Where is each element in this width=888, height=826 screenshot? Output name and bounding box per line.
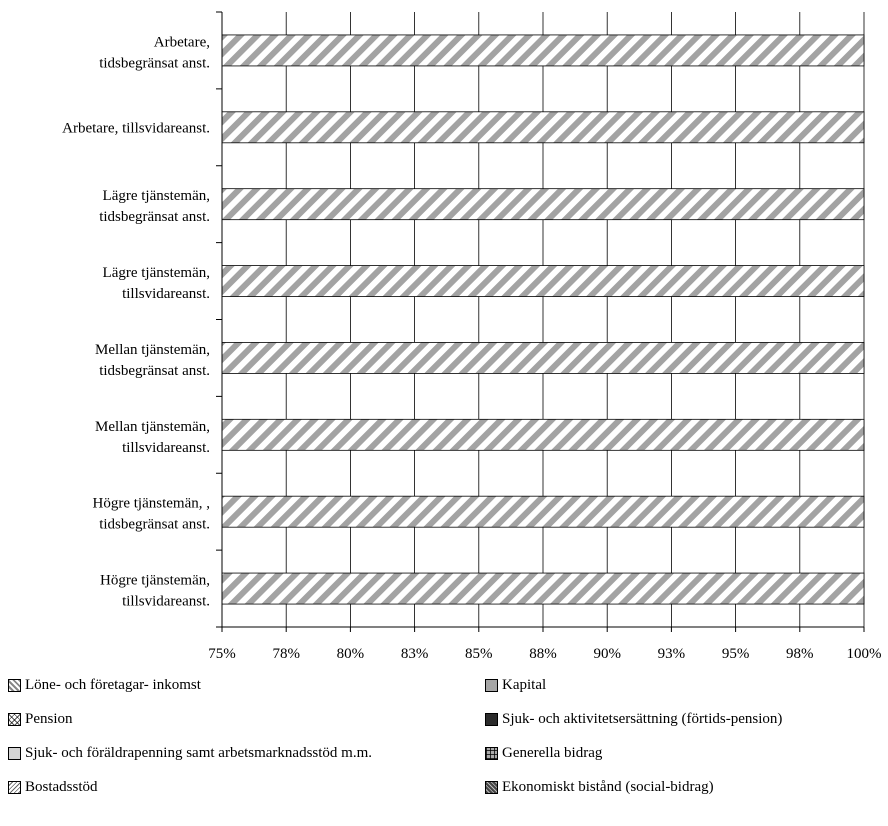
category-label-line: Mellan tjänstemän, xyxy=(95,419,210,435)
category-label-line: tillsvidareanst. xyxy=(122,440,210,456)
bar-segment xyxy=(221,111,865,144)
category-label-line: Arbetare, xyxy=(154,34,210,50)
category-label-line: tidsbegränsat anst. xyxy=(99,363,210,379)
category-label: Mellan tjänstemän, tillsvidareanst. xyxy=(95,419,210,456)
legend-item: Löne- och företagar- inkomst xyxy=(8,675,201,695)
category-label: Arbetare, tillsvidareanst. xyxy=(62,120,210,136)
legend: Löne- och företagar- inkomst Kapital Pensi… xyxy=(0,666,888,826)
legend-swatch xyxy=(8,780,21,794)
legend-swatch xyxy=(8,746,21,760)
bar-segment xyxy=(221,34,865,67)
bar-segment xyxy=(221,418,865,451)
bar-segment xyxy=(221,342,865,374)
x-tick-label: 98% xyxy=(786,646,814,662)
legend-swatch xyxy=(485,780,498,794)
x-tick-label: 80% xyxy=(337,646,365,662)
legend-item: Generella bidrag xyxy=(485,743,602,763)
legend-swatch xyxy=(485,712,498,726)
x-tick-label: 88% xyxy=(529,646,557,662)
x-tick-label: 93% xyxy=(658,646,686,662)
x-tick-label: 75% xyxy=(208,646,236,662)
legend-item: Kapital xyxy=(485,675,546,695)
gridlines xyxy=(221,12,865,627)
category-label: Mellan tjänstemän, tidsbegränsat anst. xyxy=(95,342,210,379)
x-tick-label: 100% xyxy=(847,646,882,662)
legend-swatch xyxy=(8,678,21,692)
category-label-line: tidsbegränsat anst. xyxy=(99,517,210,533)
category-label-line: tidsbegränsat anst. xyxy=(99,209,210,225)
legend-label: Pension xyxy=(25,710,73,727)
legend-swatch xyxy=(8,712,21,726)
bar-segment xyxy=(221,495,865,528)
category-label: Lägre tjänstemän, tidsbegränsat anst. xyxy=(99,188,210,225)
legend-label: Generella bidrag xyxy=(502,744,603,761)
x-tick-label: 95% xyxy=(722,646,750,662)
category-label: Högre tjänstemän, tillsvidareanst. xyxy=(100,573,210,610)
category-label: Högre tjänstemän, , tidsbegränsat anst. xyxy=(93,496,210,533)
category-label: Arbetare, tidsbegränsat anst. xyxy=(99,34,210,71)
legend-item: Pension xyxy=(8,709,73,729)
category-labels: Arbetare, tidsbegränsat anst.Arbetare, ti… xyxy=(62,34,210,609)
x-tick-label: 85% xyxy=(465,646,493,662)
legend-label: Kapital xyxy=(502,676,547,693)
axes xyxy=(216,11,865,632)
category-label-line: Lägre tjänstemän, xyxy=(103,265,210,281)
category-label-line: tillsvidareanst. xyxy=(122,594,210,610)
legend-swatch xyxy=(485,678,498,692)
legend-item: Sjuk- och föräldrapenning samt arbetsmar… xyxy=(8,743,372,763)
legend-label: Löne- och företagar- inkomst xyxy=(25,676,201,693)
bar-segment xyxy=(221,572,865,605)
stacked-bar-chart: Arbetare, tidsbegränsat anst.Arbetare, ti… xyxy=(62,11,882,662)
x-tick-labels: 75% 78% 80% 83% 85% 88% 90% 93% 95% 98% 100% xyxy=(208,646,881,662)
category-label-line: tillsvidareanst. xyxy=(122,286,210,302)
x-tick-label: 90% xyxy=(593,646,621,662)
category-label-line: Lägre tjänstemän, xyxy=(103,188,210,204)
bar-segment xyxy=(221,188,865,221)
legend-label: Ekonomiskt bistånd (social-bidrag) xyxy=(502,778,714,795)
x-tick-label: 78% xyxy=(272,646,300,662)
legend-item: Bostadsstöd xyxy=(8,777,98,797)
legend-item: Ekonomiskt bistånd (social-bidrag) xyxy=(485,777,714,797)
legend-label: Sjuk- och aktivitetsersättning (förtids-… xyxy=(502,710,783,727)
x-tick-label: 83% xyxy=(401,646,429,662)
bar-segment xyxy=(221,265,865,297)
legend-swatch xyxy=(485,746,498,760)
category-label: Lägre tjänstemän, tillsvidareanst. xyxy=(103,265,210,302)
legend-label: Sjuk- och föräldrapenning samt arbetsmar… xyxy=(25,744,373,761)
category-label-line: Högre tjänstemän, , xyxy=(93,496,210,512)
legend-label: Bostadsstöd xyxy=(25,778,98,795)
category-label-line: tidsbegränsat anst. xyxy=(99,55,210,71)
category-label-line: Mellan tjänstemän, xyxy=(95,342,210,358)
category-label-line: Högre tjänstemän, xyxy=(100,573,210,589)
legend-item: Sjuk- och aktivitetsersättning (förtids-… xyxy=(485,709,782,729)
